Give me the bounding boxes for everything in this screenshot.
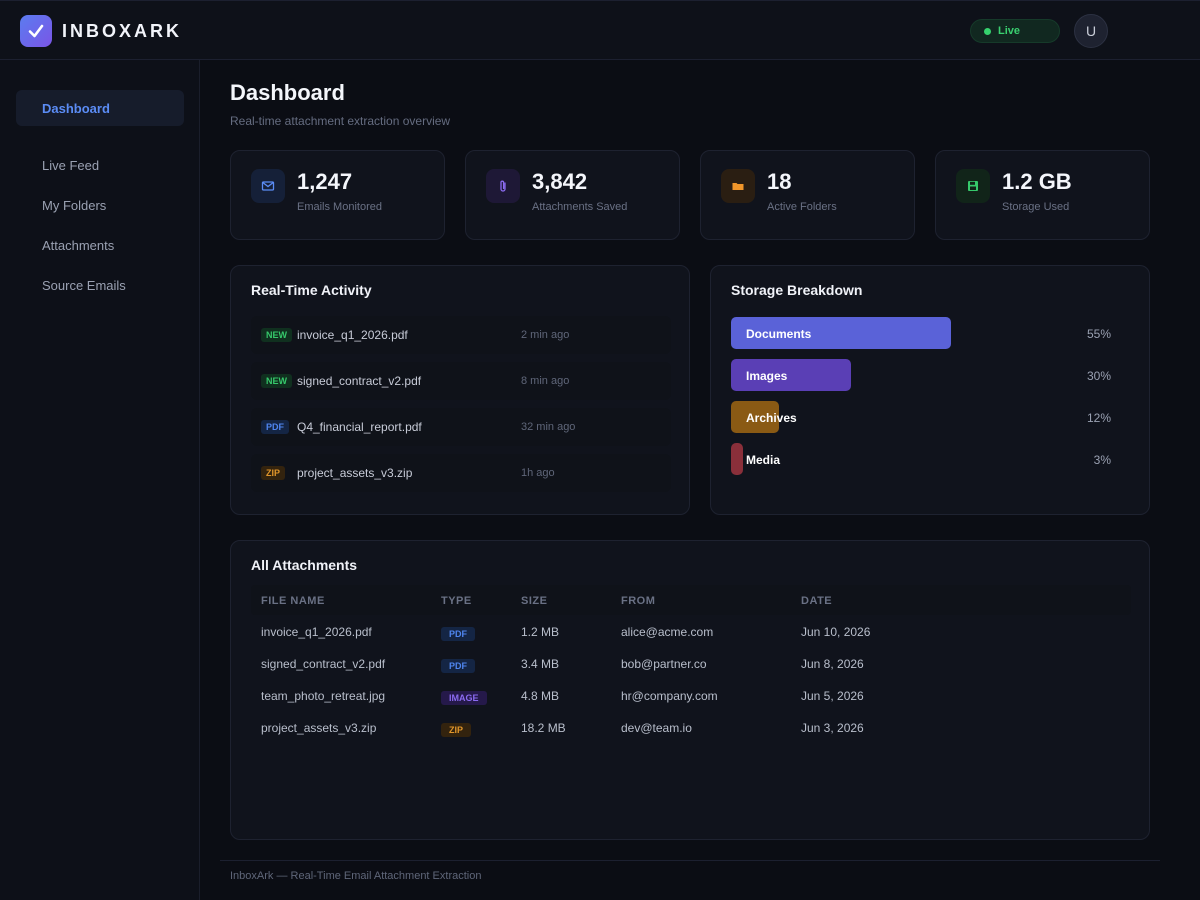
page-subtitle: Real-time attachment extraction overview	[230, 114, 451, 128]
storage-percent: 3%	[1093, 453, 1111, 467]
activity-title: Real-Time Activity	[251, 282, 372, 298]
sidebar: Dashboard Live Feed My Folders Attachmen…	[0, 60, 200, 900]
activity-item[interactable]: NEW signed_contract_v2.pdf 8 min ago	[251, 362, 671, 400]
stat-value: 18	[767, 169, 792, 194]
storage-row-media: Media 3%	[731, 443, 1131, 475]
footer-divider	[220, 860, 1160, 861]
type-badge: PDF	[441, 659, 475, 673]
cell-from: dev@team.io	[621, 721, 692, 735]
cell-file-name: team_photo_retreat.jpg	[261, 689, 386, 703]
activity-file-name: Q4_financial_report.pdf	[297, 420, 422, 434]
column-header-date[interactable]: DATE	[801, 595, 833, 607]
sidebar-item-source-emails[interactable]: Source Emails	[42, 277, 126, 293]
page-title: Dashboard	[230, 80, 345, 105]
logo-checkmark-icon[interactable]	[20, 15, 52, 47]
attachments-table-panel: All Attachments FILE NAME TYPE SIZE FROM…	[230, 540, 1150, 840]
activity-time: 1h ago	[521, 467, 555, 479]
storage-percent: 55%	[1086, 327, 1111, 341]
footer-text: InboxArk — Real-Time Email Attachment Ex…	[230, 870, 482, 882]
storage-title: Storage Breakdown	[731, 282, 863, 298]
storage-category-label: Documents	[746, 327, 812, 341]
type-badge: IMAGE	[441, 691, 487, 705]
column-header-file-name[interactable]: FILE NAME	[261, 595, 325, 607]
sidebar-item-live-feed[interactable]: Live Feed	[42, 157, 100, 173]
live-dot-icon	[984, 27, 991, 35]
zip-badge: ZIP	[261, 466, 286, 480]
mail-icon	[251, 169, 285, 203]
cell-size: 18.2 MB	[521, 721, 566, 735]
storage-category-label: Images	[746, 369, 788, 383]
type-badge: PDF	[441, 627, 475, 641]
storage-row-documents: Documents 55%	[731, 317, 1131, 349]
activity-item[interactable]: NEW invoice_q1_2026.pdf 2 min ago	[251, 316, 671, 354]
storage-row-archives: Archives 12%	[731, 401, 1131, 433]
activity-time: 32 min ago	[521, 421, 576, 433]
stat-label: Active Folders	[767, 201, 837, 213]
new-badge: NEW	[261, 374, 292, 388]
cell-size: 4.8 MB	[521, 689, 560, 703]
user-avatar[interactable]: U	[1074, 14, 1108, 48]
column-header-size[interactable]: SIZE	[521, 595, 548, 607]
cell-from: alice@acme.com	[621, 625, 714, 639]
storage-bar	[731, 317, 951, 349]
stat-card-emails: 1,247 Emails Monitored	[230, 150, 445, 240]
storage-panel: Storage Breakdown Documents 55% Images 30% A…	[710, 265, 1150, 515]
activity-time: 2 min ago	[521, 329, 570, 341]
new-badge: NEW	[261, 328, 292, 342]
column-header-from[interactable]: FROM	[621, 595, 656, 607]
stat-value: 1.2 GB	[1002, 169, 1072, 194]
activity-file-name: project_assets_v3.zip	[297, 466, 413, 480]
stat-card-attachments: 3,842 Attachments Saved	[465, 150, 680, 240]
storage-bar	[731, 401, 779, 433]
stat-card-storage: 1.2 GB Storage Used	[935, 150, 1150, 240]
cell-file-name: signed_contract_v2.pdf	[261, 657, 386, 671]
top-bar: INBOXARK Live U	[0, 0, 1200, 60]
cell-file-name: invoice_q1_2026.pdf	[261, 625, 372, 639]
stat-value: 3,842	[532, 169, 588, 194]
cell-size: 1.2 MB	[521, 625, 560, 639]
activity-file-name: signed_contract_v2.pdf	[297, 374, 422, 388]
floppy-disk-icon	[956, 169, 990, 203]
cell-from: hr@company.com	[621, 689, 718, 703]
table-header	[251, 585, 1131, 615]
stat-value: 1,247	[297, 169, 353, 194]
paperclip-icon	[486, 169, 520, 203]
stat-label: Attachments Saved	[532, 201, 628, 213]
storage-row-images: Images 30%	[731, 359, 1131, 391]
activity-item[interactable]: ZIP project_assets_v3.zip 1h ago	[251, 454, 671, 492]
storage-percent: 30%	[1086, 369, 1111, 383]
folder-icon	[721, 169, 755, 203]
type-badge: ZIP	[441, 723, 472, 737]
storage-bar	[731, 443, 743, 475]
storage-bar	[731, 359, 851, 391]
cell-date: Jun 10, 2026	[801, 625, 871, 639]
cell-file-name: project_assets_v3.zip	[261, 721, 377, 735]
sidebar-item-dashboard[interactable]: Dashboard	[16, 90, 184, 126]
brand-name: INBOXARK	[62, 21, 183, 41]
cell-from: bob@partner.co	[621, 657, 707, 671]
cell-date: Jun 5, 2026	[801, 689, 864, 703]
live-label: Live	[998, 25, 1021, 37]
storage-category-label: Media	[746, 453, 781, 467]
stat-label: Emails Monitored	[297, 201, 382, 213]
sidebar-item-my-folders[interactable]: My Folders	[42, 197, 107, 213]
activity-time: 8 min ago	[521, 375, 570, 387]
stat-label: Storage Used	[1002, 201, 1070, 213]
pdf-badge: PDF	[261, 420, 289, 434]
sidebar-item-attachments[interactable]: Attachments	[42, 237, 115, 253]
column-header-type[interactable]: TYPE	[441, 595, 472, 607]
activity-item[interactable]: PDF Q4_financial_report.pdf 32 min ago	[251, 408, 671, 446]
cell-date: Jun 8, 2026	[801, 657, 864, 671]
stat-card-folders: 18 Active Folders	[700, 150, 915, 240]
attachments-title: All Attachments	[251, 557, 358, 573]
live-status-badge: Live	[970, 19, 1060, 43]
activity-panel: Real-Time Activity NEW invoice_q1_2026.p…	[230, 265, 690, 515]
storage-category-label: Archives	[746, 411, 797, 425]
storage-percent: 12%	[1086, 411, 1111, 425]
cell-size: 3.4 MB	[521, 657, 560, 671]
activity-file-name: invoice_q1_2026.pdf	[297, 328, 408, 342]
cell-date: Jun 3, 2026	[801, 721, 864, 735]
